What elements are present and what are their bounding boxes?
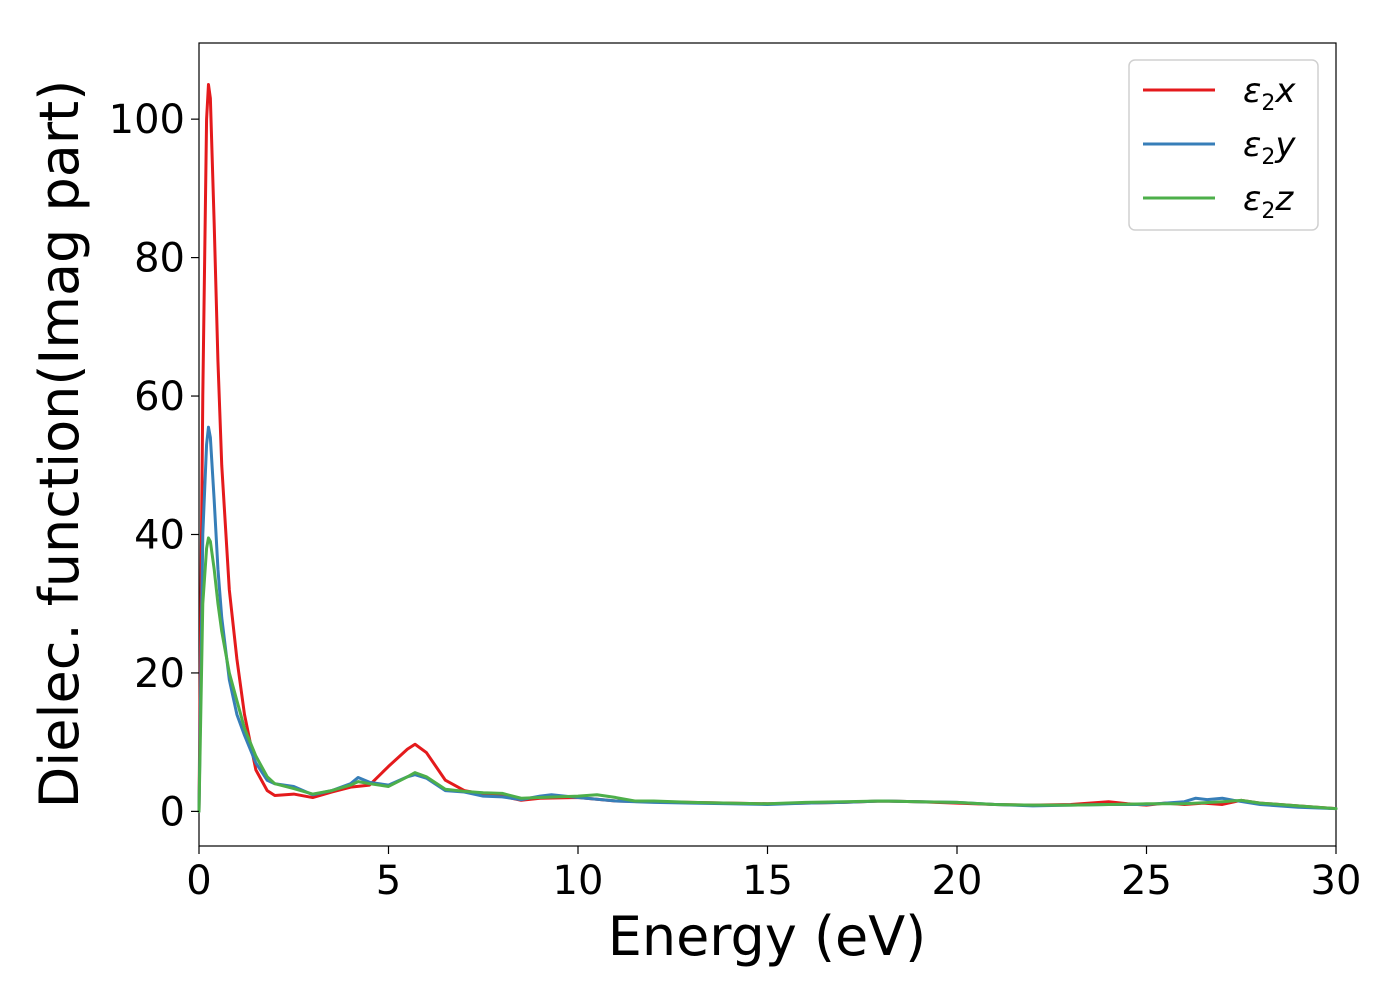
x-tick-label: 25 — [1121, 858, 1172, 904]
y-axis-label: Dielec. function(Imag part) — [28, 80, 91, 809]
y-tick-label: 100 — [109, 97, 185, 143]
y-axis-ticks: 0 20 40 60 80 100 — [109, 97, 199, 835]
x-tick-label: 10 — [553, 858, 604, 904]
x-tick-label: 30 — [1311, 858, 1362, 904]
x-tick-label: 0 — [186, 858, 211, 904]
series-line-2 — [199, 538, 1336, 811]
y-tick-label: 60 — [134, 374, 185, 420]
x-tick-label: 20 — [932, 858, 983, 904]
x-axis-label: Energy (eV) — [608, 905, 927, 968]
x-tick-label: 15 — [742, 858, 793, 904]
x-axis-ticks: 0 5 10 15 20 25 30 — [186, 846, 1361, 904]
y-tick-label: 40 — [134, 512, 185, 558]
y-tick-label: 0 — [160, 789, 185, 835]
y-tick-label: 80 — [134, 236, 185, 282]
y-tick-label: 20 — [134, 651, 185, 697]
series-line-1 — [199, 427, 1336, 811]
x-tick-label: 5 — [376, 858, 401, 904]
